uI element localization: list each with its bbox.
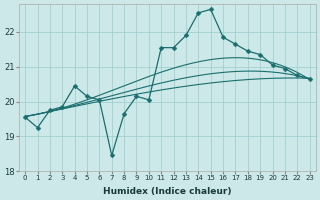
X-axis label: Humidex (Indice chaleur): Humidex (Indice chaleur)	[103, 187, 232, 196]
